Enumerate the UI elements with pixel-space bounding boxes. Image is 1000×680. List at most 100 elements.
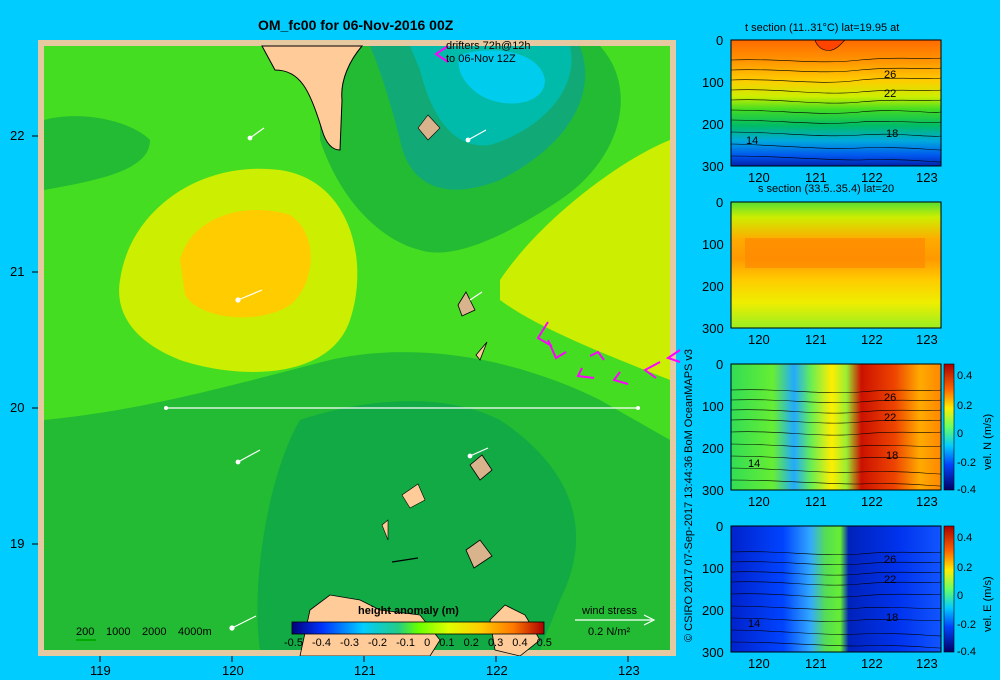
t-contour-22: 22 [884,88,897,100]
p3-x122: 122 [861,494,883,509]
n-contour-18: 18 [886,450,899,462]
p2-x122: 122 [861,332,883,347]
velE-section-contours [730,551,942,649]
p2-x123: 123 [916,332,938,347]
velN-section-frame [730,363,942,491]
p1-y300: 300 [702,159,724,174]
drifter-tracks [229,127,489,631]
x-tick-121: 121 [354,663,376,678]
p4-x121: 121 [805,656,827,671]
p1-x121: 121 [805,170,827,185]
depth-legend-1000: 1000 [106,626,131,638]
s-section-frame [730,201,942,329]
velE-colorbar-label: vel. E (m/s) [982,576,994,632]
p4-x123: 123 [916,656,938,671]
t-section-frame [730,39,942,167]
p2-x121: 121 [805,332,827,347]
p1-x120: 120 [748,170,770,185]
p1-y100: 100 [702,75,724,90]
t-contour-14: 14 [746,135,759,147]
y-tick-21: 21 [10,264,25,279]
ve-t4: -0.2 [957,619,976,631]
t-contour-18: 18 [886,128,899,140]
x-tick-119: 119 [90,663,111,678]
colorbar-title: height anomaly (m) [358,605,459,617]
n-contour-26: 26 [884,392,897,404]
x-tick-120: 120 [222,663,244,678]
depth-legend-4000: 4000m [178,626,212,638]
cbar-tick: 0.4 [512,637,528,649]
p3-x120: 120 [748,494,770,509]
velN-colorbar [943,363,955,491]
depth-legend-2000: 2000 [142,626,167,638]
p3-y0: 0 [716,357,724,372]
n-contour-22: 22 [884,412,897,424]
t-section-title: t section (11..31°C) lat=19.95 at [745,22,900,34]
e-contour-14: 14 [748,618,761,630]
vn-t3: 0 [957,428,964,440]
cbar-tick: 0.5 [536,637,552,649]
p3-x121: 121 [805,494,827,509]
wind-stress-label: wind stress [582,605,638,617]
n-contour-14: 14 [748,458,761,470]
cbar-tick: -0.3 [340,637,359,649]
velE-section-field [731,526,941,652]
s-section-title: s section (33.5..35.4) lat=20 [758,183,895,195]
t-section-contours [730,57,942,163]
e-contour-22: 22 [884,574,897,586]
velN-colorbar-label: vel. N (m/s) [982,413,994,470]
p3-y100: 100 [702,399,724,414]
s-section-core [745,238,925,268]
ve-t1: 0.4 [957,532,973,544]
credit-text: © CSIRO 2017 07-Sep-2017 13:44:36 BoM Oc… [683,348,695,642]
x-tick-123: 123 [618,663,640,678]
cbar-tick: -0.1 [396,637,416,649]
p2-y100: 100 [702,237,724,252]
p2-y0: 0 [716,195,724,210]
cbar-tick: 0.3 [487,637,504,649]
drifters-label-1: drifters 72h@12h [446,40,531,52]
ve-t3: 0 [957,590,964,602]
p4-y100: 100 [702,561,724,576]
y-tick-19: 19 [10,536,25,551]
p3-y200: 200 [702,441,724,456]
vn-t4: -0.2 [957,457,976,469]
ve-t5: -0.4 [957,646,976,658]
p2-x120: 120 [748,332,770,347]
velE-colorbar [943,525,955,653]
p4-y0: 0 [716,519,724,534]
cbar-tick: -0.5 [284,637,303,649]
p1-y0: 0 [716,33,724,48]
cbar-tick: -0.4 [312,637,331,649]
velN-section-field [731,364,941,490]
p4-y200: 200 [702,603,724,618]
p4-x120: 120 [748,656,770,671]
drifters-label-2: to 06-Nov 12Z [446,53,516,65]
vn-t1: 0.4 [957,370,973,382]
map-title: OM_fc00 for 06-Nov-2016 00Z [258,17,454,33]
cbar-tick: 0.1 [439,637,455,649]
map-ticks [32,135,629,662]
e-contour-18: 18 [886,612,899,624]
vn-t2: 0.2 [957,400,973,412]
velN-section-contours [730,389,942,487]
cbar-tick: 0 [424,637,431,649]
p4-y300: 300 [702,645,724,660]
t-contour-26: 26 [884,69,897,81]
p1-x123: 123 [916,170,938,185]
y-tick-20: 20 [10,400,25,415]
velE-section-frame [730,525,942,653]
colorbar-ticks: -0.5 -0.4 -0.3 -0.2 -0.1 0 0.1 0.2 0.3 0… [284,637,552,649]
p3-x123: 123 [916,494,938,509]
wind-stress-scale: 0.2 N/m² [588,626,631,638]
p4-x122: 122 [861,656,883,671]
p1-x122: 122 [861,170,883,185]
x-tick-122: 122 [486,663,508,678]
ve-t2: 0.2 [957,562,973,574]
vn-t5: -0.4 [957,484,976,496]
p2-y200: 200 [702,279,724,294]
height-anomaly-field [44,45,670,656]
p2-y300: 300 [702,321,724,336]
wind-stress-arrows [434,45,681,385]
